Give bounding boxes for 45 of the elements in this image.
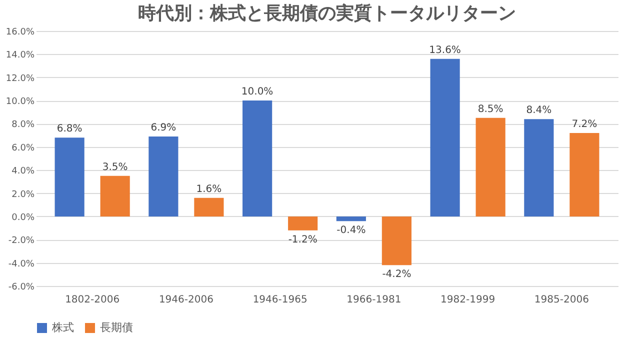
data-label: 6.8%: [56, 124, 82, 135]
x-tick-label: 1966-1981: [346, 294, 402, 306]
bar: [288, 216, 318, 230]
y-tick-label: 12.0%: [6, 74, 35, 84]
x-tick-label: 1985-2006: [534, 294, 589, 306]
bar: [476, 118, 506, 216]
data-label: 3.5%: [102, 162, 128, 173]
data-label: 8.4%: [526, 105, 552, 116]
y-tick-label: 8.0%: [12, 120, 35, 130]
y-tick-label: 10.0%: [6, 97, 35, 108]
data-label: 1.6%: [196, 184, 222, 195]
y-tick-label: -4.0%: [8, 259, 35, 270]
y-tick-label: 16.0%: [6, 28, 35, 38]
bar: [194, 198, 224, 216]
bar: [382, 216, 412, 266]
y-tick-label: 6.0%: [12, 143, 35, 154]
legend-label: 長期債: [100, 321, 133, 334]
y-tick-label: 4.0%: [12, 166, 35, 177]
data-label: 8.5%: [478, 104, 504, 115]
bar: [336, 216, 366, 222]
data-label: 13.6%: [429, 44, 461, 56]
x-tick-label: 1946-2006: [158, 294, 214, 306]
y-tick-label: 14.0%: [6, 50, 35, 61]
data-label: -0.4%: [336, 225, 366, 236]
bar: [524, 119, 554, 216]
chart-title: 時代別：株式と長期債の実質トータルリターン: [138, 3, 516, 24]
y-tick-label: -6.0%: [8, 282, 35, 292]
bar: [148, 136, 178, 216]
bar: [430, 58, 460, 216]
x-tick-label: 1982-1999: [440, 294, 496, 306]
legend-label: 株式: [51, 321, 74, 334]
bar: [100, 176, 130, 216]
y-tick-label: 0.0%: [12, 212, 35, 223]
data-label: -1.2%: [288, 234, 318, 246]
x-tick-label: 1946-1965: [252, 294, 308, 306]
bar: [242, 100, 272, 216]
bar: [54, 138, 84, 216]
y-tick-label: 2.0%: [12, 190, 35, 200]
data-label: 6.9%: [150, 122, 176, 134]
data-label: 10.0%: [241, 86, 274, 98]
data-label: 7.2%: [572, 119, 598, 130]
y-tick-label: -2.0%: [8, 236, 35, 246]
data-label: -4.2%: [382, 269, 412, 280]
bar: [570, 133, 600, 216]
x-tick-label: 1802-2006: [65, 294, 120, 306]
